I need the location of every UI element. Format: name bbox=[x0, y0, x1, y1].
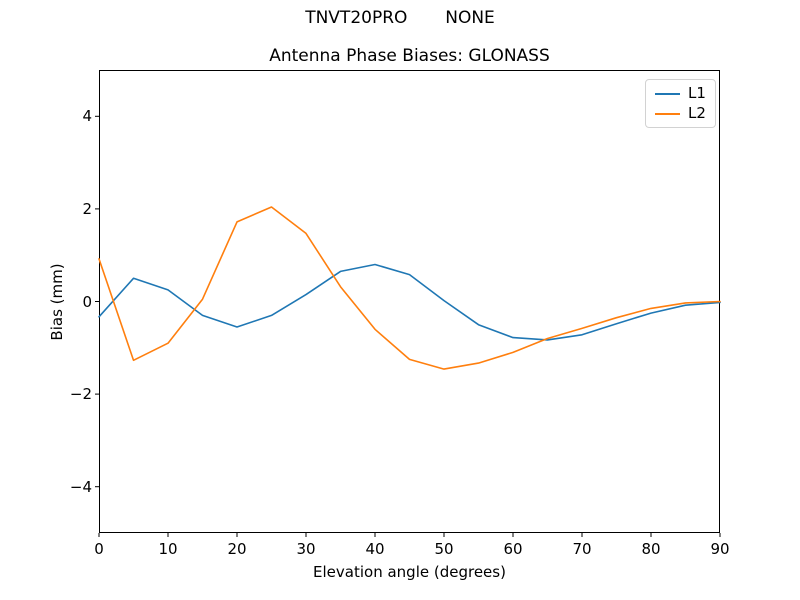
x-tick-label: 40 bbox=[365, 540, 385, 558]
legend-item-l2: L2 bbox=[655, 105, 706, 122]
y-tick-label: −2 bbox=[69, 385, 92, 404]
y-tick-label: 0 bbox=[82, 292, 92, 311]
x-tick-label: 30 bbox=[296, 540, 316, 558]
l1-line-sample bbox=[655, 92, 680, 95]
x-tick-label: 20 bbox=[227, 540, 247, 558]
y-tick-label: 2 bbox=[82, 199, 92, 218]
x-tick-label: 80 bbox=[641, 540, 661, 558]
plot-area bbox=[95, 70, 721, 537]
chart-canvas bbox=[95, 70, 721, 537]
chart-title: Antenna Phase Biases: GLONASS bbox=[269, 46, 550, 66]
legend-item-l1: L1 bbox=[655, 85, 706, 102]
x-tick-label: 60 bbox=[503, 540, 523, 558]
legend: L1 L2 bbox=[645, 79, 716, 128]
y-tick-label: 4 bbox=[82, 107, 92, 126]
x-tick-label: 50 bbox=[434, 540, 454, 558]
figure-suptitle: TNVT20PRO NONE bbox=[305, 8, 495, 28]
x-tick-label: 90 bbox=[710, 540, 730, 558]
l2-line-sample bbox=[655, 112, 680, 115]
x-tick-label: 0 bbox=[94, 540, 104, 558]
legend-label-l2: L2 bbox=[688, 104, 706, 122]
y-tick-label: −4 bbox=[69, 477, 92, 496]
x-axis-label: Elevation angle (degrees) bbox=[313, 563, 506, 581]
x-tick-label: 70 bbox=[572, 540, 592, 558]
x-tick-label: 10 bbox=[158, 540, 178, 558]
legend-label-l1: L1 bbox=[688, 84, 706, 102]
